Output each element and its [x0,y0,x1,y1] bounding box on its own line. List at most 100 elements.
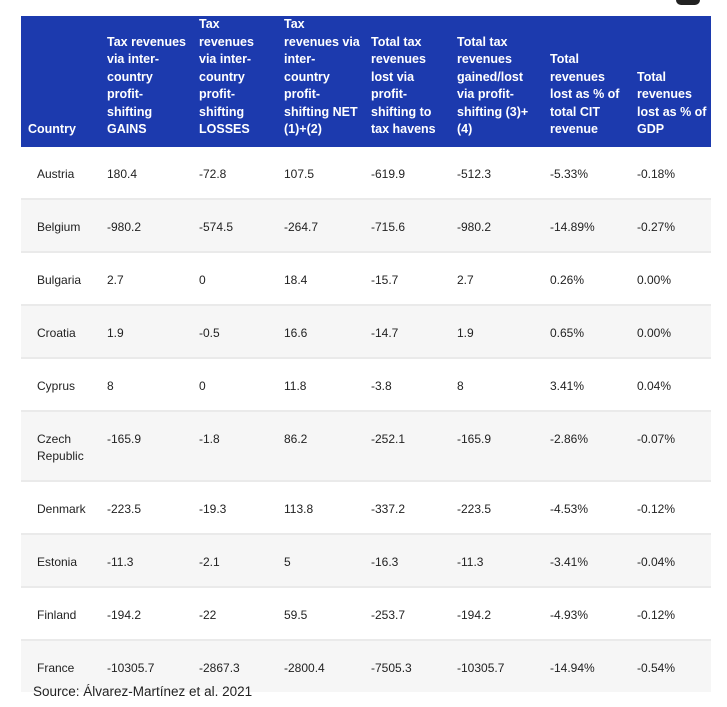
country-cell: Finland [21,585,100,640]
value-cell: 11.8 [277,356,364,411]
country-cell: Estonia [21,532,100,587]
country-cell: Croatia [21,303,100,358]
value-cell: -4.93% [543,585,630,640]
value-cell: -574.5 [192,197,277,252]
tax-revenue-table: Country Tax revenues via inter-country pr… [21,16,711,692]
column-header: Country [21,16,100,147]
value-cell: -194.2 [450,585,543,640]
value-cell: -14.89% [543,197,630,252]
value-cell: -0.27% [630,197,711,252]
value-cell: -715.6 [364,197,450,252]
value-cell: -10305.7 [450,638,543,692]
value-cell: -11.3 [450,532,543,587]
table-row: Bulgaria 2.7 0 18.4 -15.7 2.7 0.26% 0.00% [21,250,711,305]
value-cell: -4.53% [543,479,630,534]
table-header-row: Country Tax revenues via inter-country pr… [21,16,711,147]
value-cell: -0.12% [630,479,711,534]
country-cell: Bulgaria [21,250,100,305]
value-cell: 5 [277,532,364,587]
value-cell: 0.65% [543,303,630,358]
table-row: Austria 180.4 -72.8 107.5 -619.9 -512.3 -5.33%… [21,146,711,199]
value-cell: -0.5 [192,303,277,358]
value-cell: -2867.3 [192,638,277,692]
value-cell: -7505.3 [364,638,450,692]
value-cell: 0 [192,250,277,305]
column-header: Total tax revenues gained/lost via profi… [450,16,543,147]
value-cell: -980.2 [100,197,192,252]
value-cell: 59.5 [277,585,364,640]
value-cell: -2800.4 [277,638,364,692]
table-row: Denmark -223.5 -19.3 113.8 -337.2 -223.5 -4.53… [21,479,711,534]
country-cell: Denmark [21,479,100,534]
value-cell: 0.00% [630,250,711,305]
value-cell: -252.1 [364,409,450,481]
value-cell: -14.7 [364,303,450,358]
column-header: Total revenues lost as % of total CIT re… [543,16,630,147]
value-cell: 18.4 [277,250,364,305]
value-cell: 86.2 [277,409,364,481]
value-cell: 1.9 [100,303,192,358]
value-cell: 0.04% [630,356,711,411]
column-header: Total revenues lost as % of GDP [630,16,711,147]
value-cell: 3.41% [543,356,630,411]
country-cell: Cyprus [21,356,100,411]
value-cell: -337.2 [364,479,450,534]
value-cell: 8 [100,356,192,411]
value-cell: -980.2 [450,197,543,252]
value-cell: -0.04% [630,532,711,587]
value-cell: -11.3 [100,532,192,587]
value-cell: -223.5 [100,479,192,534]
column-header: Tax revenues via inter-country profit-sh… [277,16,364,147]
value-cell: 2.7 [100,250,192,305]
value-cell: -512.3 [450,146,543,199]
value-cell: -3.8 [364,356,450,411]
top-edge-decoration [676,0,700,5]
value-cell: 8 [450,356,543,411]
value-cell: 113.8 [277,479,364,534]
value-cell: 0.00% [630,303,711,358]
value-cell: -264.7 [277,197,364,252]
table-row: Finland -194.2 -22 59.5 -253.7 -194.2 -4.93% -0… [21,585,711,640]
value-cell: -2.1 [192,532,277,587]
value-cell: -14.94% [543,638,630,692]
value-cell: -0.18% [630,146,711,199]
value-cell: -5.33% [543,146,630,199]
table-row: Cyprus 8 0 11.8 -3.8 8 3.41% 0.04% [21,356,711,411]
value-cell: 0 [192,356,277,411]
column-header: Tax revenues via inter-country profit-sh… [192,16,277,147]
value-cell: -10305.7 [100,638,192,692]
value-cell: 180.4 [100,146,192,199]
table-row: France -10305.7 -2867.3 -2800.4 -7505.3 -1030… [21,638,711,692]
source-caption: Source: Álvarez-Martínez et al. 2021 [33,684,253,699]
value-cell: -2.86% [543,409,630,481]
column-header: Tax revenues via inter-country profit-sh… [100,16,192,147]
value-cell: -0.07% [630,409,711,481]
value-cell: -165.9 [450,409,543,481]
value-cell: -165.9 [100,409,192,481]
country-cell: Czech Republic [21,409,100,481]
table-row: Croatia 1.9 -0.5 16.6 -14.7 1.9 0.65% 0.00% [21,303,711,358]
value-cell: -253.7 [364,585,450,640]
value-cell: -72.8 [192,146,277,199]
value-cell: -16.3 [364,532,450,587]
value-cell: -1.8 [192,409,277,481]
value-cell: -15.7 [364,250,450,305]
table-row: Czech Republic -165.9 -1.8 86.2 -252.1 -165.9… [21,409,711,481]
country-cell: France [21,638,100,692]
value-cell: -0.54% [630,638,711,692]
table-body: Austria 180.4 -72.8 107.5 -619.9 -512.3 -5.33%… [21,146,711,692]
value-cell: -619.9 [364,146,450,199]
value-cell: -0.12% [630,585,711,640]
country-cell: Belgium [21,197,100,252]
value-cell: -19.3 [192,479,277,534]
country-cell: Austria [21,146,100,199]
value-cell: -194.2 [100,585,192,640]
value-cell: 16.6 [277,303,364,358]
value-cell: 1.9 [450,303,543,358]
table-row: Belgium -980.2 -574.5 -264.7 -715.6 -980.2 -14… [21,197,711,252]
table-row: Estonia -11.3 -2.1 5 -16.3 -11.3 -3.41% -0.04% [21,532,711,587]
value-cell: 2.7 [450,250,543,305]
value-cell: -223.5 [450,479,543,534]
value-cell: -3.41% [543,532,630,587]
value-cell: 107.5 [277,146,364,199]
